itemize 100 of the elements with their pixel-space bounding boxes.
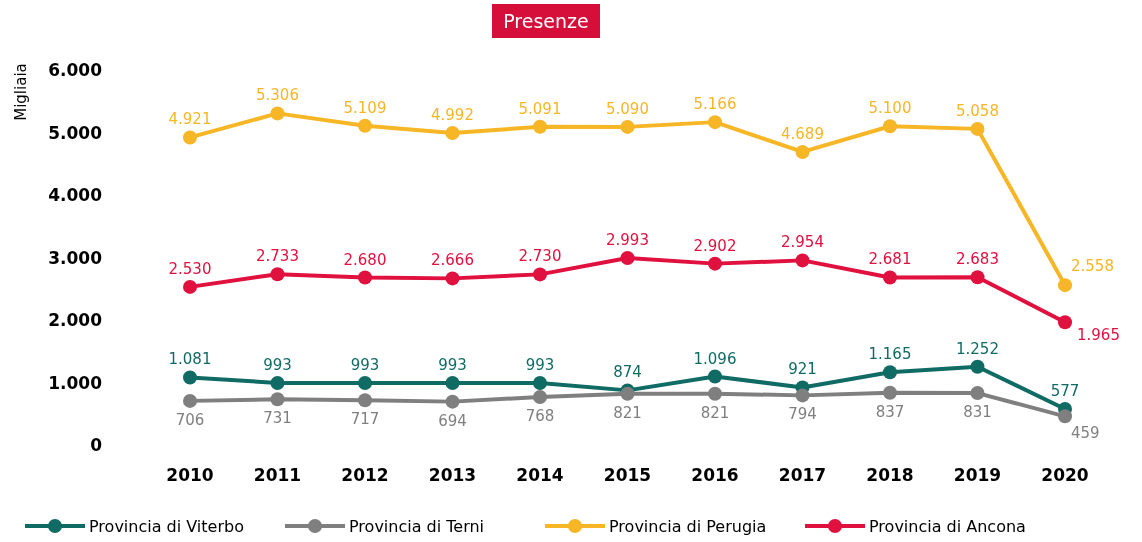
point	[708, 369, 722, 384]
point	[270, 392, 285, 407]
legend-label: Provincia di Viterbo	[89, 517, 244, 536]
point	[270, 375, 285, 390]
point	[358, 118, 372, 133]
point	[270, 267, 285, 282]
x-tick-label: 2011	[253, 465, 302, 485]
data-label: 5.091	[518, 99, 562, 118]
point	[183, 370, 197, 385]
y-tick-label: 5.000	[48, 122, 103, 143]
x-tick-label: 2013	[428, 465, 477, 485]
data-label: 4.992	[431, 106, 474, 124]
point	[708, 115, 722, 130]
data-label: 768	[525, 407, 555, 425]
data-label: 1.081	[168, 350, 212, 369]
data-label: 5.109	[343, 98, 387, 117]
point	[620, 250, 635, 265]
data-label: 4.921	[168, 110, 212, 129]
point	[883, 365, 897, 380]
point	[183, 130, 197, 145]
data-label: 577	[1050, 381, 1080, 400]
point	[445, 126, 460, 140]
data-label: 993	[438, 355, 467, 374]
point	[445, 394, 460, 409]
point	[708, 256, 722, 271]
point	[183, 279, 197, 294]
data-label: 2.730	[518, 247, 562, 266]
data-label: 459	[1071, 424, 1100, 443]
point	[533, 390, 547, 404]
y-tick-label: 3.000	[48, 247, 103, 268]
point	[445, 375, 460, 390]
data-label: 2.993	[606, 230, 649, 249]
legend-label: Provincia di Ancona	[869, 517, 1026, 536]
data-label: 5.090	[606, 99, 649, 118]
point	[358, 393, 372, 408]
legend-label: Provincia di Terni	[349, 517, 485, 536]
data-label: 993	[263, 355, 292, 374]
point	[883, 119, 897, 134]
point	[883, 270, 897, 285]
point	[358, 375, 372, 390]
data-label: 1.252	[956, 339, 999, 358]
x-tick-label: 2012	[341, 465, 389, 485]
data-label: 5.058	[956, 101, 999, 120]
x-tick-label: 2017	[778, 465, 827, 485]
y-tick-label: 1.000	[48, 372, 103, 393]
y-tick-label: 4.000	[48, 185, 103, 205]
point	[445, 271, 460, 286]
legend-label: Provincia di Perugia	[609, 517, 767, 536]
data-label: 1.965	[1077, 326, 1120, 345]
x-tick-label: 2018	[866, 465, 914, 485]
point	[533, 375, 547, 390]
point	[533, 267, 547, 282]
data-label: 1.096	[693, 349, 737, 368]
x-tick-label: 2016	[691, 465, 739, 485]
point	[883, 385, 897, 400]
data-label: 2.558	[1071, 257, 1114, 276]
data-label: 4.689	[781, 124, 824, 143]
data-label: 5.306	[256, 86, 299, 105]
point	[358, 270, 372, 285]
data-label: 2.902	[693, 236, 737, 255]
data-label: 2.954	[781, 233, 824, 252]
data-label: 794	[788, 405, 817, 424]
y-axis-title: Migliaia	[12, 63, 30, 121]
data-label: 921	[788, 360, 817, 379]
data-label: 993	[350, 355, 380, 374]
point	[795, 253, 810, 268]
y-tick-label: 6.000	[48, 60, 103, 80]
data-label: 706	[175, 410, 205, 429]
data-label: 1.165	[868, 345, 912, 364]
x-tick-label: 2010	[166, 465, 214, 485]
chart-title: Presenze	[503, 10, 589, 32]
point	[970, 270, 985, 285]
point	[970, 121, 985, 136]
point	[708, 386, 722, 401]
data-label: 821	[700, 403, 730, 422]
data-label: 837	[875, 402, 905, 421]
point	[970, 359, 985, 374]
data-label: 2.681	[868, 250, 912, 269]
data-label: 5.100	[868, 99, 912, 118]
data-label: 821	[613, 403, 642, 422]
point	[270, 106, 285, 121]
data-label: 2.530	[168, 259, 212, 278]
x-tick-label: 2014	[516, 465, 564, 485]
point	[183, 393, 197, 408]
y-tick-label: 2.000	[48, 310, 103, 330]
data-label: 831	[963, 403, 992, 422]
point	[795, 144, 810, 159]
data-label: 731	[263, 409, 292, 428]
point	[1058, 409, 1072, 424]
data-label: 2.666	[431, 251, 474, 270]
point	[620, 119, 635, 134]
y-tick-label: 0	[90, 435, 103, 455]
data-label: 694	[438, 411, 467, 430]
point	[533, 119, 547, 134]
data-label: 993	[525, 355, 555, 374]
point	[795, 388, 810, 403]
data-label: 2.680	[343, 250, 387, 269]
data-label: 717	[350, 410, 380, 429]
point	[1058, 278, 1072, 293]
data-label: 2.733	[256, 247, 299, 266]
